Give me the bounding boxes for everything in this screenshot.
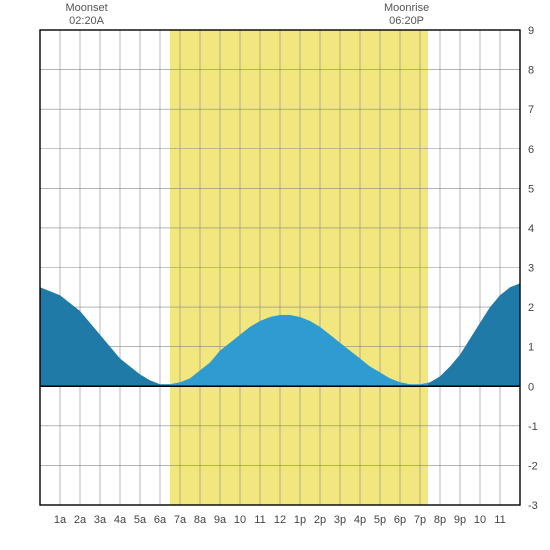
x-tick-label: 11 (254, 514, 265, 526)
moonset-title: Moonset (65, 2, 107, 14)
y-tick-label: 9 (528, 25, 534, 37)
y-tick-label: 4 (528, 223, 534, 235)
x-tick-label: 2a (74, 514, 87, 526)
x-tick-label: 8a (194, 514, 207, 526)
x-tick-label: 10 (234, 514, 246, 526)
x-tick-label: 9a (214, 514, 227, 526)
x-tick-label: 4a (114, 514, 127, 526)
y-tick-label: 3 (528, 263, 534, 275)
tide-area-night-pm (428, 283, 520, 386)
y-tick-label: 2 (528, 302, 534, 314)
x-tick-label: 6a (154, 514, 167, 526)
x-tick-label: 9p (454, 514, 466, 526)
x-tick-label: 8p (434, 514, 446, 526)
moonrise-title: Moonrise (384, 2, 429, 14)
moonrise-label: Moonrise 06:20P (384, 2, 429, 28)
y-tick-label: 5 (528, 183, 534, 195)
x-tick-label: 3p (334, 514, 346, 526)
x-tick-label: 12 (274, 514, 286, 526)
y-tick-label: 6 (528, 144, 534, 156)
y-tick-label: -2 (528, 460, 538, 472)
y-tick-label: 7 (528, 104, 534, 116)
x-tick-label: 4p (354, 514, 366, 526)
moonset-label: Moonset 02:20A (65, 2, 107, 28)
x-tick-label: 7a (174, 514, 187, 526)
y-tick-label: 8 (528, 65, 534, 77)
moonset-time: 02:20A (69, 15, 104, 27)
x-tick-label: 7p (414, 514, 426, 526)
x-tick-label: 5a (134, 514, 147, 526)
x-tick-label: 11 (494, 514, 505, 526)
y-tick-label: -1 (528, 421, 538, 433)
tide-area-night-am (40, 287, 170, 386)
y-tick-label: 0 (528, 381, 534, 393)
y-tick-label: 1 (528, 342, 534, 354)
moonrise-time: 06:20P (389, 15, 424, 27)
x-tick-label: 1a (54, 514, 67, 526)
y-tick-label: -3 (528, 500, 538, 512)
x-tick-label: 10 (474, 514, 486, 526)
x-tick-label: 2p (314, 514, 326, 526)
x-tick-label: 5p (374, 514, 386, 526)
x-tick-label: 3a (94, 514, 107, 526)
tide-chart: Moonset 02:20A Moonrise 06:20P -3-2-1012… (0, 0, 550, 550)
x-tick-label: 1p (294, 514, 306, 526)
x-tick-label: 6p (394, 514, 406, 526)
chart-svg: -3-2-101234567891a2a3a4a5a6a7a8a9a101112… (0, 0, 550, 550)
